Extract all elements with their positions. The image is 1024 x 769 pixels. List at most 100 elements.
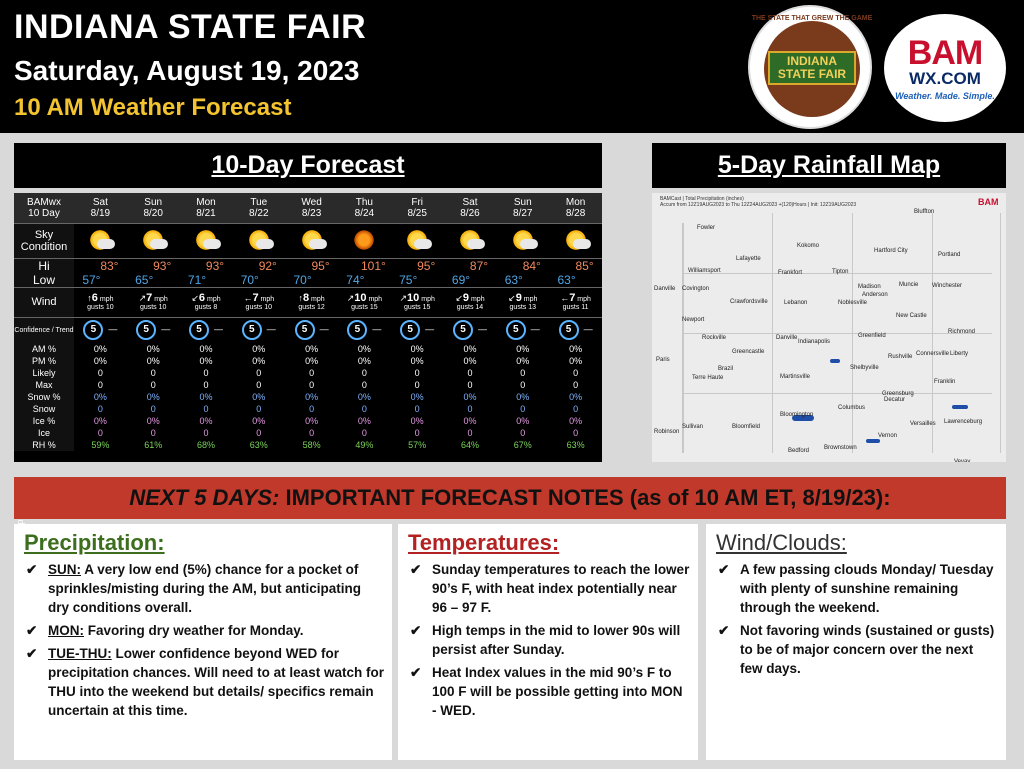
ice-value: 0: [309, 428, 315, 438]
max-value: 0: [256, 380, 262, 390]
am-pct: 0%: [410, 344, 424, 354]
am-pct: 0%: [357, 344, 371, 354]
checkmark-icon: ✔: [410, 665, 422, 680]
rh-pct: 49%: [355, 440, 374, 450]
forecast-notes-bar: NEXT 5 DAYS: IMPORTANT FORECAST NOTES (a…: [14, 477, 1006, 519]
am-pct: 0%: [93, 344, 107, 354]
map-town-label: Covington: [682, 286, 710, 292]
snow-pct: 0%: [463, 392, 477, 402]
ice-value: 0: [203, 428, 209, 438]
wind-arrow-icon: ↗: [346, 293, 355, 303]
map-town-label: Rushville: [888, 354, 913, 360]
forecast-title: 10-Day Forecast: [14, 143, 602, 188]
confidence-cell: 5—: [337, 316, 391, 343]
ice-pct: 0%: [305, 416, 319, 426]
snow-value: 0: [309, 404, 315, 414]
checkmark-icon: ✔: [718, 562, 730, 577]
precipitation-heading: Precipitation:: [24, 530, 165, 555]
map-town-label: Vevay: [954, 459, 971, 462]
map-town-label: Portland: [938, 252, 961, 258]
confidence-cell: 5—: [496, 316, 550, 343]
note-item: ✔ TUE-THU: Lower confidence beyond WED fo…: [26, 646, 384, 718]
ice-pct: 0%: [252, 416, 266, 426]
likely-value: 0: [361, 368, 367, 378]
map-town-label: Robinson: [654, 429, 680, 435]
wind-arrow-icon: ↑: [298, 293, 303, 303]
ice-value: 0: [573, 428, 579, 438]
map-town-label: Sullivan: [682, 424, 704, 430]
am-pct: 0%: [252, 344, 266, 354]
ice-pct: 0%: [357, 416, 371, 426]
likely-value: 0: [467, 368, 473, 378]
map-town-label: Paris: [656, 357, 670, 363]
confidence-circle: 5: [400, 320, 421, 341]
sky-condition: [496, 222, 550, 258]
sky-condition: [232, 222, 286, 258]
ice-value: 0: [97, 428, 103, 438]
likely-value: 0: [97, 368, 103, 378]
page-subtitle: 10 AM Weather Forecast: [14, 94, 292, 121]
map-town-label: Greenfield: [858, 333, 886, 339]
ice-value: 0: [256, 428, 262, 438]
partly-sunny-icon: [406, 228, 433, 251]
max-value: 0: [520, 380, 526, 390]
sky-label: Sky Condition: [14, 222, 74, 258]
ice-pct: 0%: [93, 416, 107, 426]
day-header: Sun 8/20: [126, 193, 180, 223]
map-town-label: Danville: [654, 286, 676, 292]
confidence-cell: 5—: [126, 316, 180, 343]
snow-value: 0: [97, 404, 103, 414]
pm-pct: 0%: [93, 356, 107, 366]
wind-arrow-icon: ↙: [191, 293, 199, 303]
confidence-cell: 5—: [549, 316, 602, 343]
wind-cell: ↗7 mph gusts 10: [126, 286, 180, 317]
ice-pct: 0%: [569, 416, 583, 426]
day-header: Mon 8/21: [179, 193, 233, 223]
fair-logo-arc-text: THE STATE THAT GREW THE GAME: [751, 15, 873, 22]
map-town-label: Shelbyville: [850, 365, 879, 371]
map-town-label: Newport: [682, 317, 705, 323]
fair-logo-ribbon: INDIANA STATE FAIR: [768, 51, 856, 85]
ice-value: 0: [361, 428, 367, 438]
wind-arrow-icon: ←: [560, 293, 570, 303]
pm-pct: 0%: [516, 356, 530, 366]
hi-low-temp: 95° 70°: [285, 257, 338, 287]
page-title: INDIANA STATE FAIR: [14, 8, 367, 46]
am-pct: 0%: [305, 344, 319, 354]
wind-arrow-icon: ←: [243, 293, 253, 303]
day-header: Fri 8/25: [390, 193, 444, 223]
wind-cell: ↗10 mph gusts 15: [337, 286, 391, 317]
map-town-label: Lafayette: [736, 256, 761, 262]
rh-pct: 57%: [408, 440, 427, 450]
sky-condition: [179, 222, 233, 258]
map-town-label: Madison: [858, 284, 881, 290]
hi-low-temp: 101° 74°: [337, 257, 391, 287]
temperature-notes: Temperatures: ✔ Sunday temperatures to re…: [398, 524, 698, 760]
snow-pct: 0%: [199, 392, 213, 402]
ice-pct: 0%: [146, 416, 160, 426]
am-pct: 0%: [146, 344, 160, 354]
map-town-label: Rockville: [702, 335, 727, 341]
confidence-circle: 5: [241, 320, 262, 341]
map-town-label: Lawrenceburg: [944, 419, 983, 425]
checkmark-icon: ✔: [410, 623, 422, 638]
max-value: 0: [414, 380, 420, 390]
likely-value: 0: [203, 368, 209, 378]
likely-label: Likely: [14, 367, 74, 379]
max-value: 0: [309, 380, 315, 390]
map-town-label: Brazil: [718, 366, 734, 372]
page-date: Saturday, August 19, 2023: [14, 55, 360, 86]
map-town-label: Muncie: [899, 282, 919, 288]
confidence-circle: 5: [452, 320, 473, 341]
max-value: 0: [203, 380, 209, 390]
map-town-label: Bedford: [788, 448, 810, 454]
sky-condition: [74, 222, 127, 258]
hi-low-temp: 93° 65°: [126, 257, 180, 287]
map-town-label: Decatur: [884, 397, 906, 403]
map-town-label: Noblesville: [838, 300, 868, 306]
hi-low-temp: 87° 69°: [443, 257, 497, 287]
ice-pct: 0%: [199, 416, 213, 426]
map-town-label: Danville: [776, 335, 798, 341]
partly-sunny-icon: [142, 228, 169, 251]
hi-low-temp: 83° 57°: [74, 257, 127, 287]
